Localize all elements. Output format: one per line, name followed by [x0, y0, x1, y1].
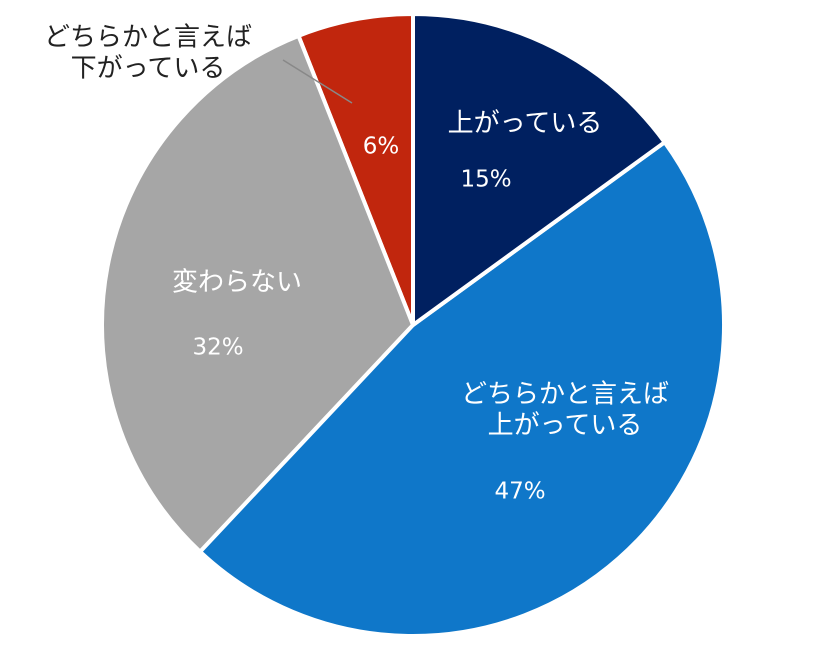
data-label: 32%	[192, 334, 244, 361]
slice-label: どちらかと言えば 下がっている	[43, 22, 253, 83]
data-label: 6%	[362, 133, 400, 160]
slice-label: 上がっている	[447, 108, 603, 139]
pie-slice	[198, 140, 726, 638]
slice-label: 変わらない	[171, 267, 303, 298]
pie-slice	[411, 12, 667, 327]
data-label: 15%	[460, 166, 512, 193]
slice-label: どちらかと言えば 上がっている	[460, 379, 670, 440]
leader-line	[282, 59, 353, 104]
pie-slice	[100, 33, 415, 554]
data-label: 47%	[494, 478, 546, 505]
